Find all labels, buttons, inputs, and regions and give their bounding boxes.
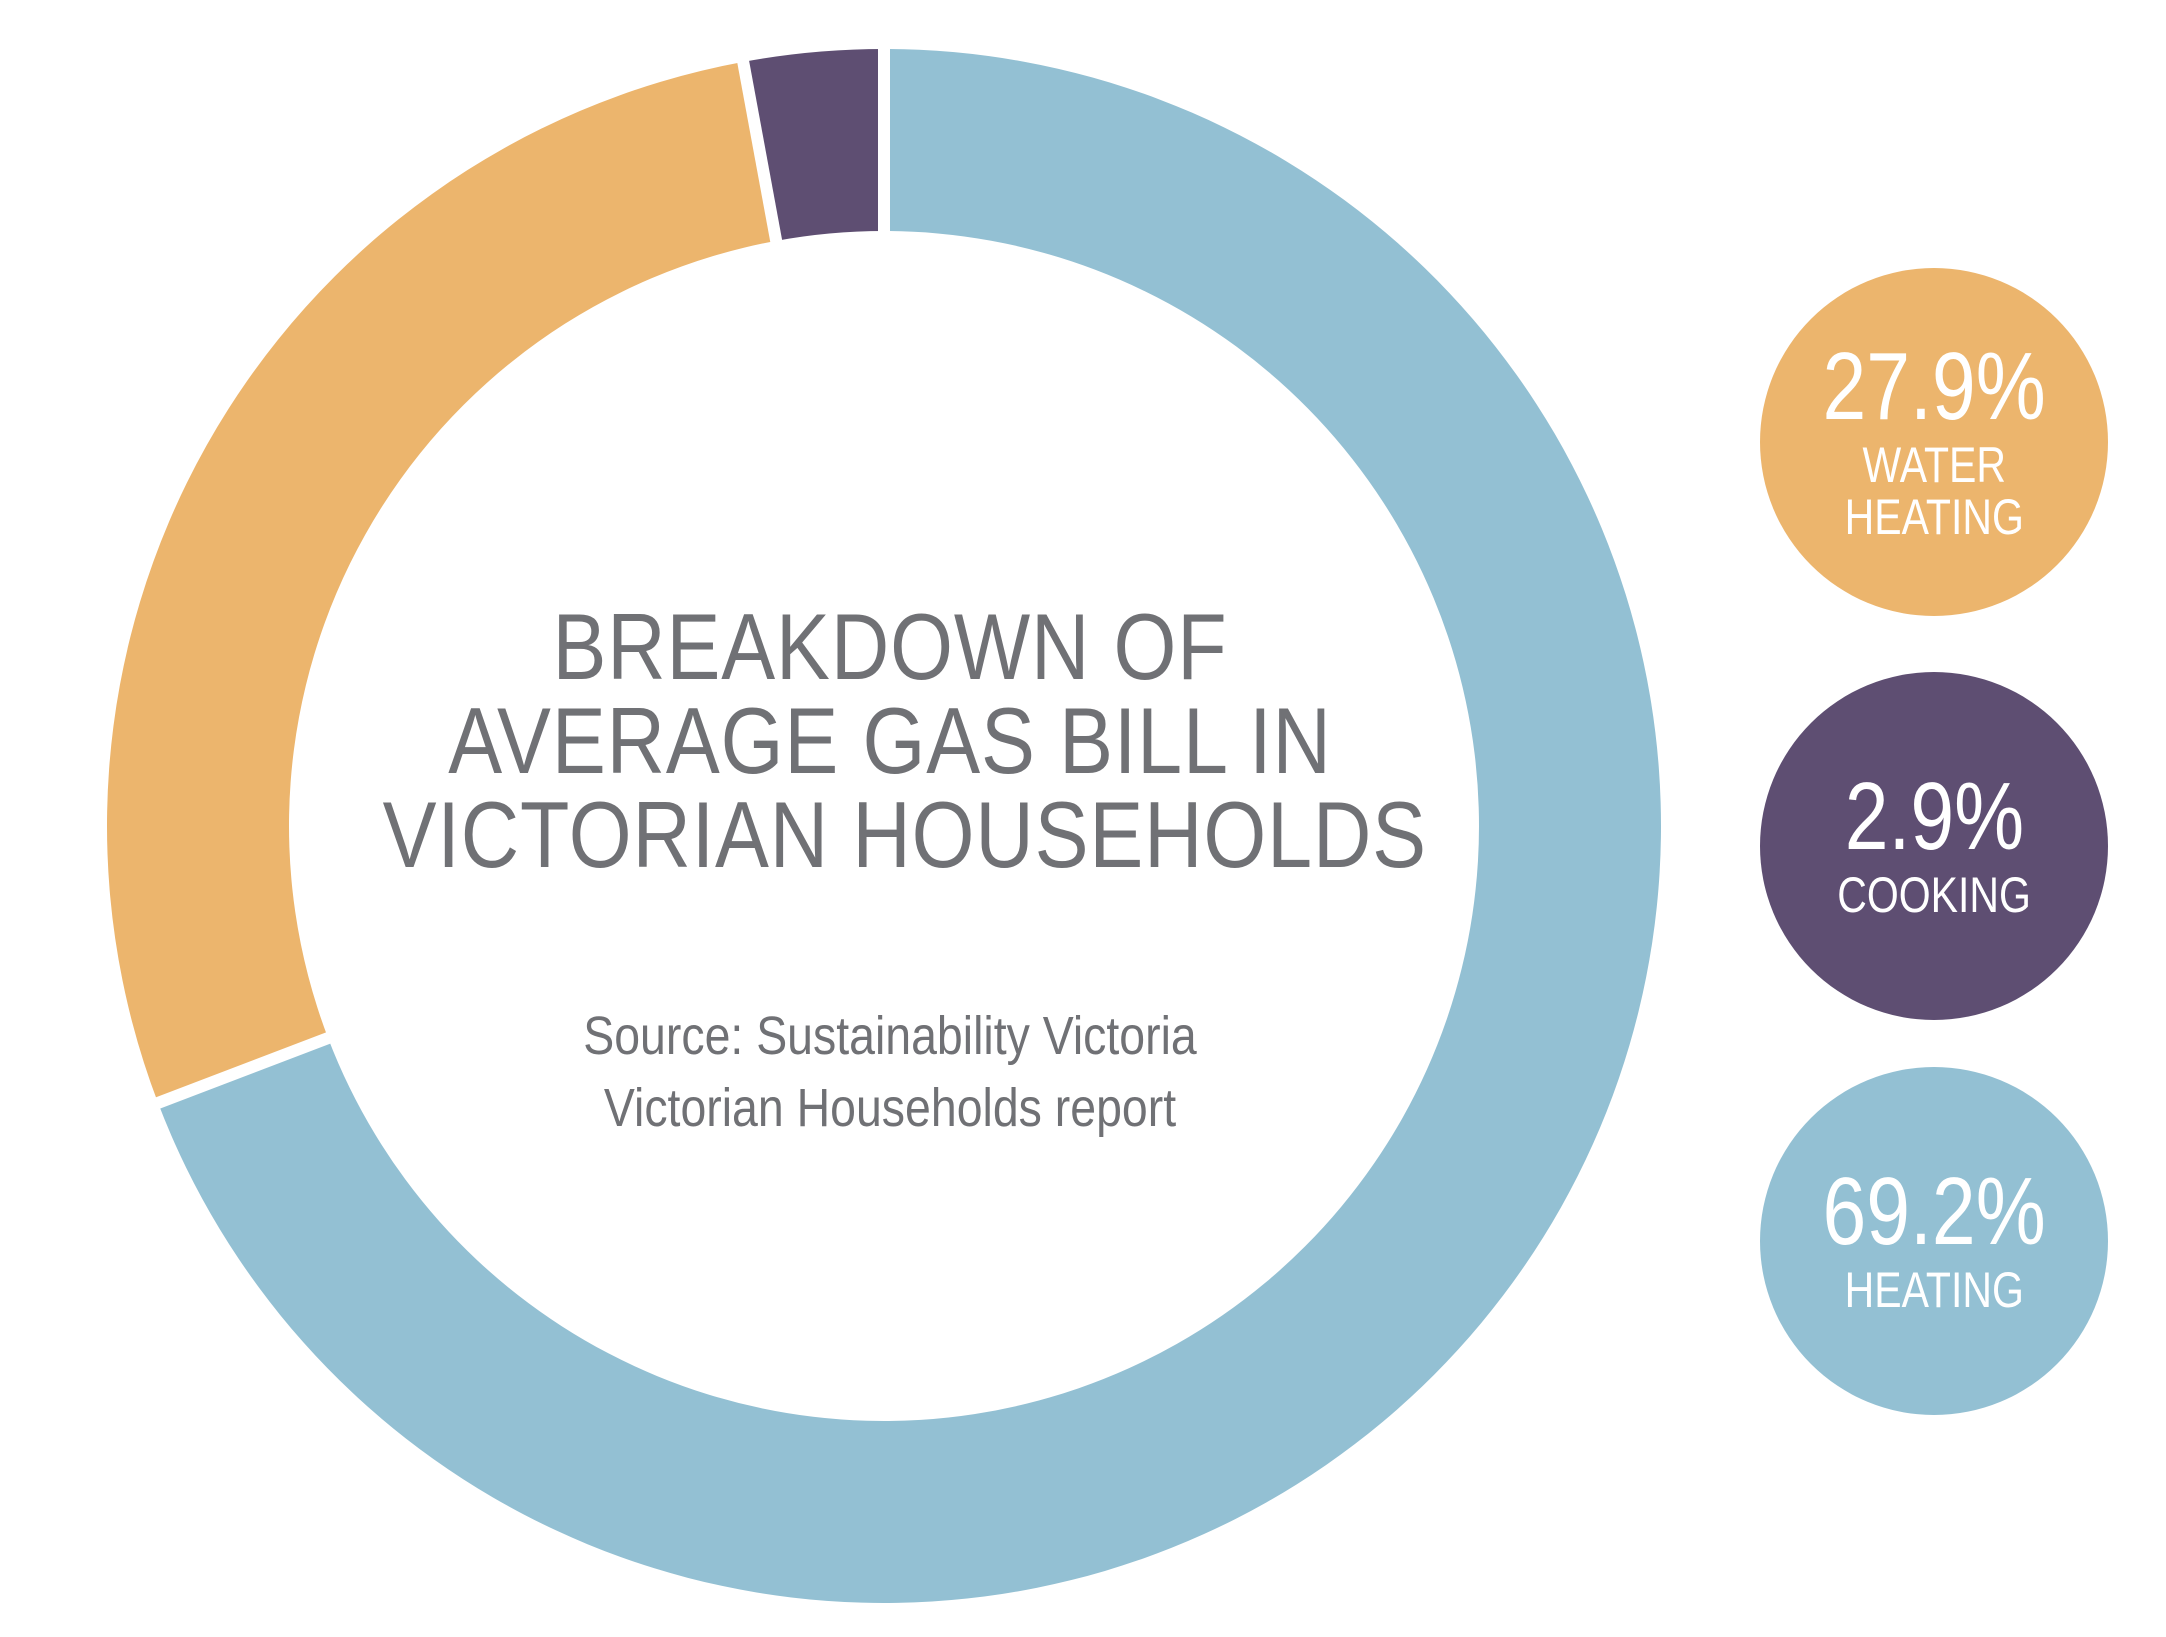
legend-cooking-label: COOKING xyxy=(1837,867,2031,923)
slice-separator-2 xyxy=(152,1031,334,1110)
chart-title-line-3: VICTORIAN HOUSEHOLDS xyxy=(382,782,1427,887)
donut-slices xyxy=(107,45,1662,1604)
chart-source-line-1: Source: Sustainability Victoria xyxy=(583,1006,1197,1066)
chart-title: BREAKDOWN OF AVERAGE GAS BILL IN VICTORI… xyxy=(382,594,1427,887)
legend-water-heating-percent: 27.9% xyxy=(1822,333,2046,440)
donut-slice-water-heating xyxy=(107,61,777,1103)
chart-title-line-1: BREAKDOWN OF xyxy=(552,594,1228,699)
legend-bubble-water-heating: 27.9% WATER HEATING xyxy=(1760,268,2108,616)
legend-cooking-percent: 2.9% xyxy=(1844,763,2024,870)
legend-heating-percent: 69.2% xyxy=(1822,1158,2046,1265)
legend-bubble-heating: 69.2% HEATING xyxy=(1760,1067,2108,1415)
slice-separator-3 xyxy=(736,56,783,246)
chart-source-line-2: Victorian Households report xyxy=(603,1078,1177,1138)
legend-heating-label: HEATING xyxy=(1844,1262,2024,1318)
chart-title-line-2: AVERAGE GAS BILL IN xyxy=(448,688,1332,793)
donut-slice-cooking xyxy=(743,49,884,241)
legend-bubble-cooking: 2.9% COOKING xyxy=(1760,672,2108,1020)
legend-water-heating-label: WATER HEATING xyxy=(1844,437,2024,545)
chart-source: Source: Sustainability Victoria Victoria… xyxy=(486,1000,1294,1144)
